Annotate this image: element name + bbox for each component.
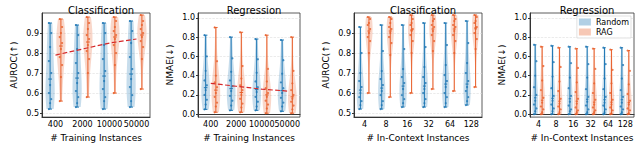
svg-text:0.2: 0.2 <box>514 90 527 99</box>
svg-text:0.8: 0.8 <box>514 33 527 42</box>
svg-text:0.4: 0.4 <box>514 71 527 80</box>
svg-text:# Training Instances: # Training Instances <box>50 133 142 143</box>
svg-text:16: 16 <box>402 120 412 129</box>
svg-text:0.5: 0.5 <box>338 109 351 118</box>
svg-text:0.6: 0.6 <box>26 89 39 98</box>
svg-text:0.8: 0.8 <box>182 33 195 42</box>
svg-text:Regression: Regression <box>227 5 282 16</box>
svg-text:64: 64 <box>603 120 613 129</box>
svg-text:0.8: 0.8 <box>26 49 39 58</box>
svg-text:16: 16 <box>568 120 578 129</box>
svg-text:# In-Context Instances: # In-Context Instances <box>366 133 469 143</box>
svg-text:0.7: 0.7 <box>26 69 39 78</box>
svg-text:4: 4 <box>362 120 367 129</box>
svg-text:4: 4 <box>536 120 541 129</box>
svg-text:400: 400 <box>203 120 218 129</box>
svg-text:0.6: 0.6 <box>514 52 527 61</box>
svg-text:64: 64 <box>445 120 455 129</box>
svg-text:0.6: 0.6 <box>182 52 195 61</box>
svg-text:50000: 50000 <box>275 120 300 129</box>
svg-text:0.0: 0.0 <box>182 110 195 119</box>
svg-text:AUROC(↑): AUROC(↑) <box>321 42 331 89</box>
svg-text:Regression: Regression <box>560 5 615 16</box>
svg-text:# In-Context Instances: # In-Context Instances <box>530 133 633 143</box>
svg-text:# Training Instances: # Training Instances <box>203 133 295 143</box>
svg-text:0.5: 0.5 <box>26 109 39 118</box>
svg-text:8: 8 <box>553 120 558 129</box>
svg-text:NMAE(↓): NMAE(↓) <box>165 45 175 86</box>
svg-text:10000: 10000 <box>97 120 122 129</box>
svg-text:0.2: 0.2 <box>182 90 195 99</box>
svg-text:128: 128 <box>618 120 633 129</box>
svg-text:1.0: 1.0 <box>514 13 527 22</box>
svg-text:128: 128 <box>464 120 479 129</box>
svg-text:0.0: 0.0 <box>514 110 527 119</box>
svg-text:NMAE(↓): NMAE(↓) <box>497 45 507 86</box>
svg-text:10000: 10000 <box>249 120 274 129</box>
svg-text:Classification: Classification <box>68 5 134 16</box>
svg-text:0.8: 0.8 <box>338 49 351 58</box>
svg-text:Classification: Classification <box>390 5 456 16</box>
svg-text:0.9: 0.9 <box>338 29 351 38</box>
svg-text:AUROC(↑): AUROC(↑) <box>9 42 19 89</box>
svg-text:Random: Random <box>596 18 629 27</box>
svg-text:1.0: 1.0 <box>182 13 195 22</box>
svg-text:0.4: 0.4 <box>182 71 195 80</box>
svg-text:2000: 2000 <box>72 120 92 129</box>
svg-text:400: 400 <box>48 120 63 129</box>
svg-text:32: 32 <box>424 120 434 129</box>
svg-text:50000: 50000 <box>124 120 149 129</box>
svg-text:RAG: RAG <box>596 28 613 37</box>
svg-text:8: 8 <box>383 120 388 129</box>
svg-text:0.7: 0.7 <box>338 69 351 78</box>
svg-text:0.9: 0.9 <box>26 29 39 38</box>
svg-text:0.6: 0.6 <box>338 89 351 98</box>
svg-text:32: 32 <box>586 120 596 129</box>
svg-text:2000: 2000 <box>226 120 246 129</box>
